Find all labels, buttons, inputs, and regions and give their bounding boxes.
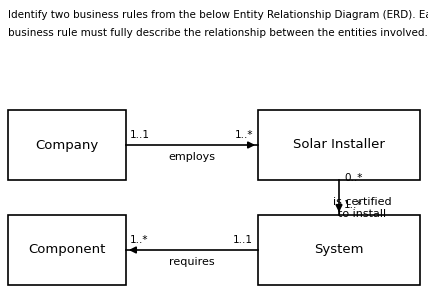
Bar <box>258 110 420 180</box>
Bar <box>258 215 420 285</box>
Text: 1..1: 1..1 <box>233 235 253 245</box>
Bar <box>8 215 126 285</box>
Text: Component: Component <box>28 243 106 256</box>
Text: System: System <box>314 243 364 256</box>
Text: Company: Company <box>36 139 98 152</box>
Bar <box>8 110 126 180</box>
Text: requires: requires <box>169 257 215 267</box>
Text: is certified
to install: is certified to install <box>333 197 391 219</box>
Text: employs: employs <box>169 152 216 162</box>
Text: 1..*: 1..* <box>235 130 253 140</box>
Text: 1..*: 1..* <box>344 200 363 210</box>
Text: business rule must fully describe the relationship between the entities involved: business rule must fully describe the re… <box>8 28 428 38</box>
Text: Identify two business rules from the below Entity Relationship Diagram (ERD). Ea: Identify two business rules from the bel… <box>8 10 428 20</box>
Text: 1..1: 1..1 <box>130 130 150 140</box>
Text: 1..*: 1..* <box>130 235 149 245</box>
Text: 0..*: 0..* <box>344 173 363 183</box>
Text: Solar Installer: Solar Installer <box>293 139 385 152</box>
